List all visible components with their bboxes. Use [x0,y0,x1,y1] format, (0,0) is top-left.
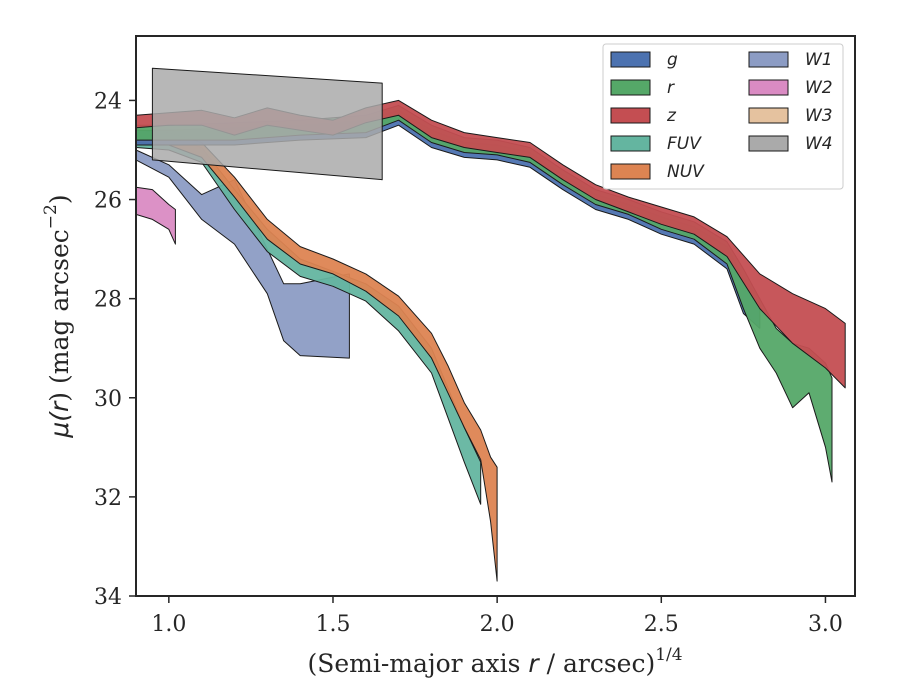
band-w4 [152,68,382,180]
legend-swatch-w1 [749,52,788,67]
legend-label-fuv: FUV [667,134,702,154]
y-tick-label: 30 [94,387,122,412]
y-tick-label: 32 [94,486,122,511]
x-tick-label: 1.5 [315,612,350,637]
y-axis-label-mid: ) (mag arcsec [45,229,74,402]
legend-swatch-w4 [749,136,788,151]
legend-swatch-r [611,80,650,95]
legend-label-nuv: NUV [667,162,705,182]
legend: grz FUV NUV W1 W2 W3 W4 [603,44,843,189]
y-axis-label-exponent: −2 [41,204,61,229]
x-axis-label-suffix: / arcsec) [539,649,656,678]
legend-label-w4: W4 [805,134,833,154]
x-axis-label: (Semi-major axis r / arcsec)1/4 [307,645,682,678]
legend-label-w3: W3 [805,106,833,126]
x-tick-label: 1.0 [151,612,186,637]
x-axis: 1.0 1.5 2.0 2.5 3.0 [151,596,843,637]
legend-swatch-nuv [611,164,650,179]
legend-label-w1: W1 [805,50,833,70]
legend-swatch-w2 [749,80,788,95]
legend-swatch-w3 [749,108,788,123]
legend-label-z: z [666,106,677,126]
x-axis-label-prefix: (Semi-major axis [307,649,528,678]
x-axis-label-exponent: 1/4 [655,645,682,665]
x-tick-label: 3.0 [808,612,843,637]
legend-swatch-fuv [611,136,650,151]
legend-swatch-z [611,108,650,123]
x-tick-label: 2.5 [644,612,679,637]
y-axis: 24 26 28 30 32 34 [94,89,136,610]
legend-label-g: g [667,50,678,70]
legend-swatch-g [611,52,650,67]
y-tick-label: 28 [94,288,122,313]
y-tick-label: 24 [94,89,122,114]
legend-label-w2: W2 [805,78,833,98]
y-axis-label: μ(r) (mag arcsec−2) [41,194,74,438]
y-axis-label-prefix: μ( [45,411,74,439]
y-axis-label-suffix: ) [45,194,74,204]
legend-label-r: r [667,78,675,98]
x-tick-label: 2.0 [480,612,515,637]
y-tick-label: 26 [94,189,122,214]
y-tick-label: 34 [94,585,122,610]
